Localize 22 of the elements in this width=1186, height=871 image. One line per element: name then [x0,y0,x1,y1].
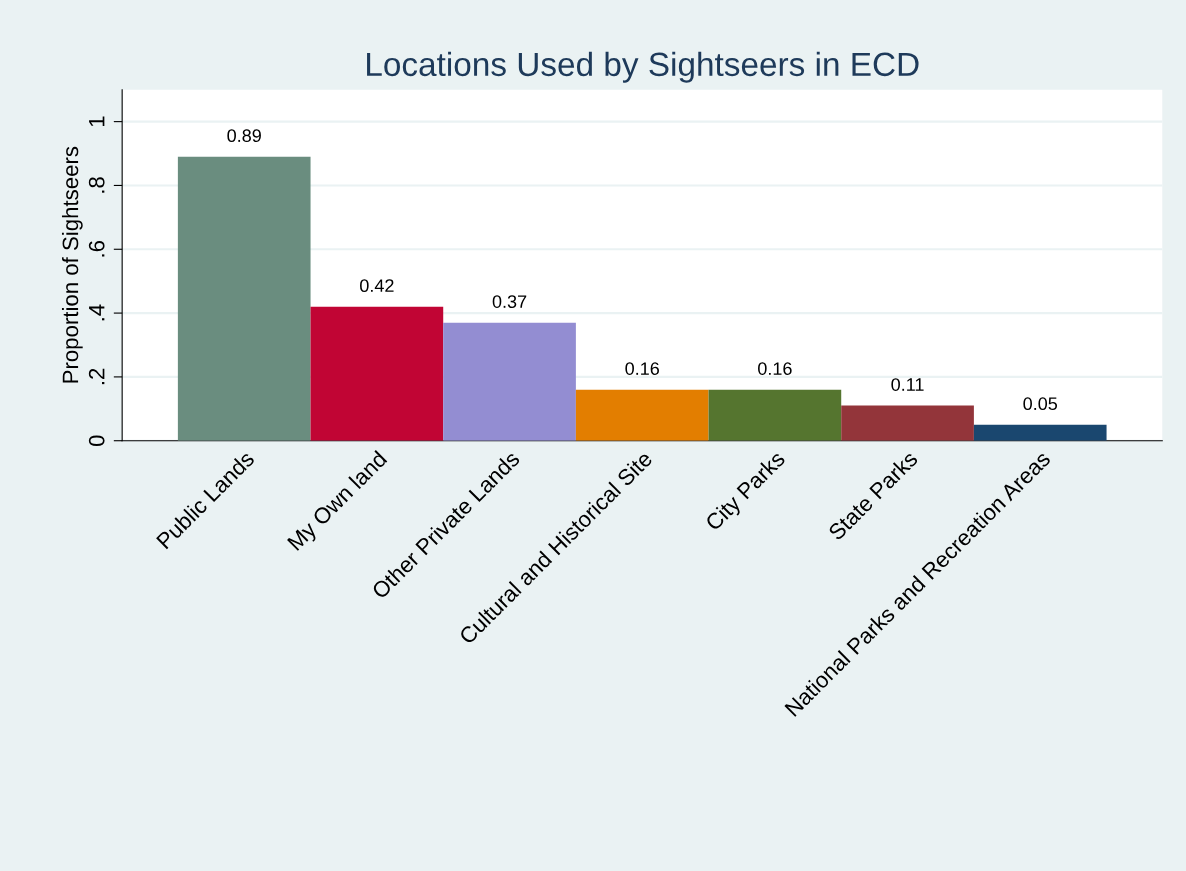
bar [310,306,444,441]
bar [708,389,842,441]
y-tick-label: 1 [89,116,105,127]
data-label: 0.16 [625,362,659,375]
bar [177,156,311,441]
y-tick-label: 0 [88,435,105,447]
data-label: 0.11 [891,378,924,391]
data-label: 0.42 [360,279,394,293]
bar [841,405,974,441]
y-tick-label: .2 [88,368,105,385]
y-tick-label: .6 [88,240,105,257]
y-tick-label: .4 [89,304,105,321]
data-label: 0.05 [1023,397,1058,411]
data-label: 0.89 [227,129,261,143]
chart-title: Locations Used by Sightseers in ECD [367,51,919,83]
data-label: 0.16 [758,362,792,375]
y-tick-label: .8 [88,177,105,193]
data-label: 0.37 [492,295,527,308]
bar [575,389,709,441]
bar [443,322,576,441]
bar [973,424,1107,441]
y-axis-title: Proportion of Sightseers [61,146,83,383]
